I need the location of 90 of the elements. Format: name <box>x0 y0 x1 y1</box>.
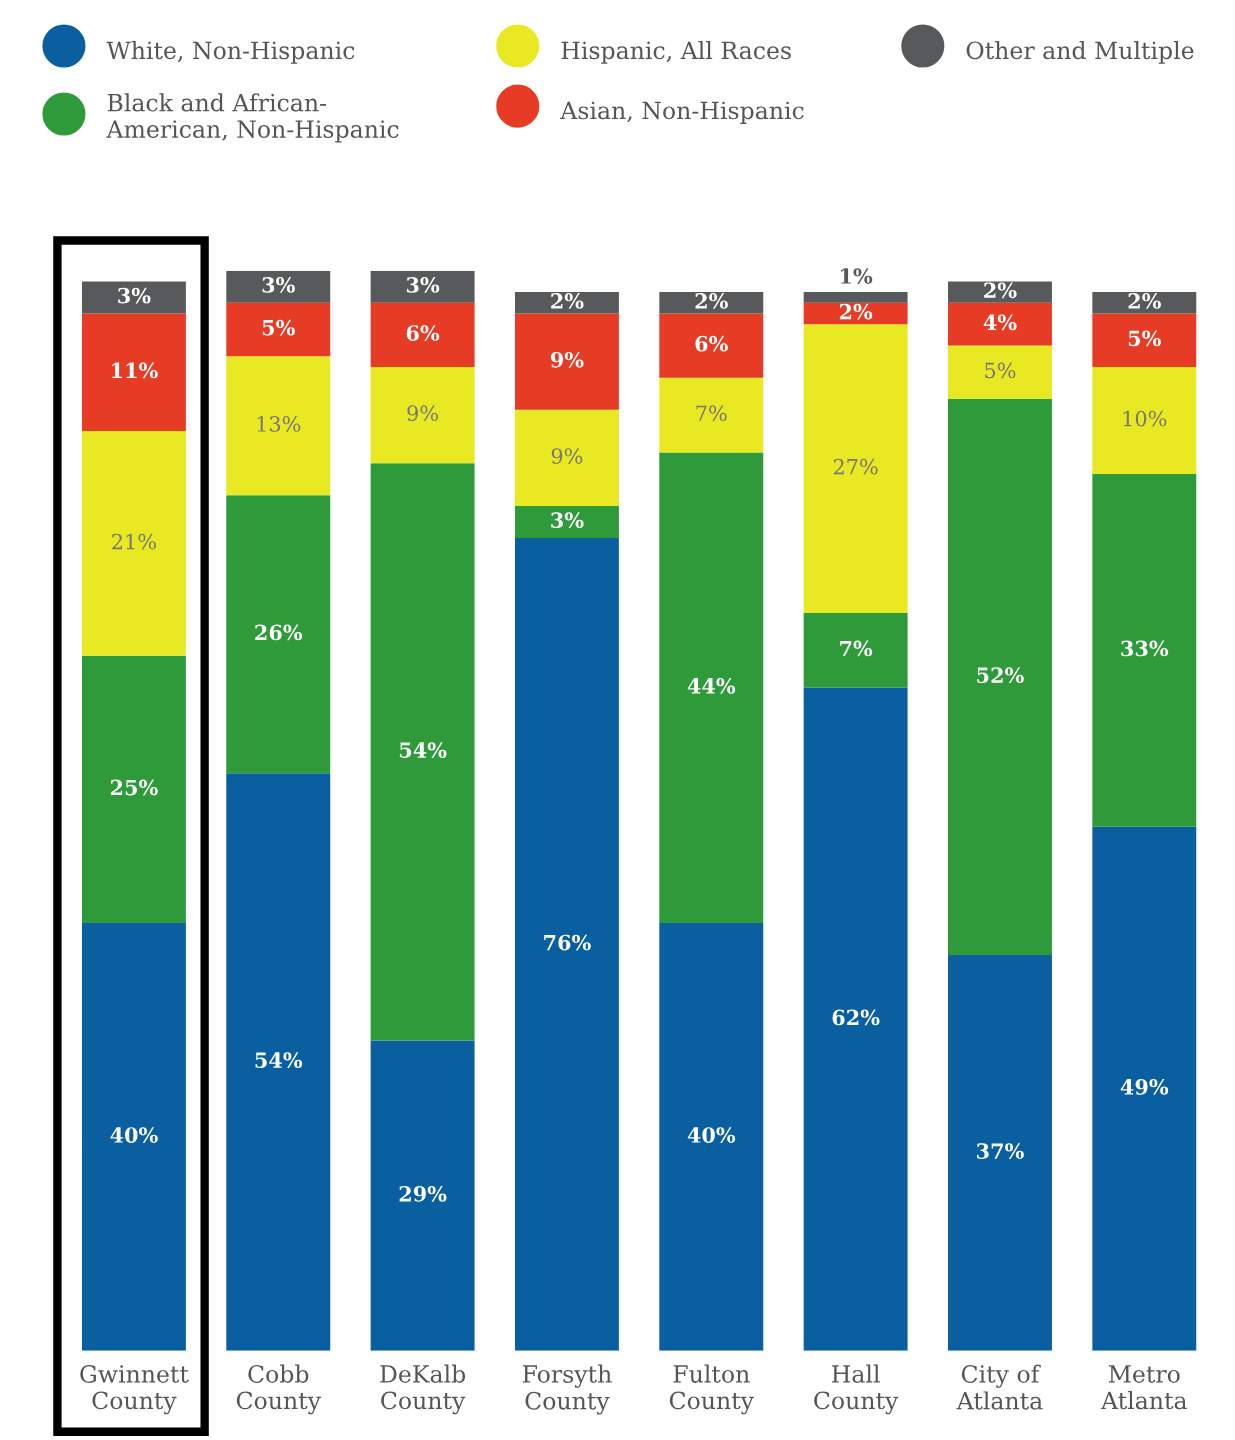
bar <box>370 463 475 1041</box>
data-label: 37% <box>977 1143 1024 1159</box>
bar <box>514 313 619 410</box>
bar <box>81 431 186 656</box>
bar <box>803 324 908 613</box>
data-label: 40% <box>110 1127 158 1143</box>
bar <box>1092 366 1197 474</box>
data-label: 5% <box>985 362 1016 379</box>
bar <box>803 292 908 303</box>
bar <box>1092 473 1197 827</box>
data-label: 6% <box>695 335 728 352</box>
x-tick-label: Gwinnett County <box>80 1365 189 1415</box>
data-label: 1% <box>841 268 873 284</box>
x-tick-label: DeKalb County <box>380 1364 466 1415</box>
x-tick-label: City of Atlanta <box>956 1364 1043 1410</box>
x-tick-label: Forsyth County <box>522 1364 612 1415</box>
data-label: 4% <box>983 314 1017 331</box>
data-label: 5% <box>1128 330 1161 347</box>
data-label: 3% <box>406 277 440 293</box>
bar <box>948 955 1052 1351</box>
data-label: 2% <box>551 293 584 309</box>
data-label: 44% <box>687 678 736 694</box>
data-label: 2% <box>839 303 873 320</box>
legend-label: Asian, Non-Hispanic <box>560 101 804 124</box>
data-label: 13% <box>257 416 301 432</box>
bar <box>514 505 619 539</box>
data-label: 7% <box>696 405 727 422</box>
bar <box>659 923 764 1351</box>
data-label: 33% <box>1121 640 1169 657</box>
bar <box>370 302 475 367</box>
data-label: 21% <box>112 533 156 550</box>
x-tick-label: Hall County <box>814 1364 899 1415</box>
data-label: 62% <box>832 1009 880 1026</box>
data-label: 3% <box>262 277 295 293</box>
data-label: 27% <box>833 458 878 475</box>
bar <box>803 612 908 688</box>
data-label: 52% <box>977 667 1024 684</box>
bar <box>659 377 764 453</box>
bar <box>659 452 764 923</box>
bar <box>948 281 1052 303</box>
bar <box>803 302 908 325</box>
bar <box>803 687 908 1351</box>
data-label: 6% <box>406 325 440 341</box>
legend-label: Hispanic, All Races <box>561 40 791 64</box>
bar <box>514 409 619 506</box>
data-label: 9% <box>407 405 438 422</box>
data-label: 10% <box>1123 410 1167 427</box>
bar <box>81 313 186 432</box>
data-label: 29% <box>399 1185 447 1202</box>
legend-label: White, Non-Hispanic <box>106 40 355 64</box>
bar <box>370 270 475 303</box>
data-label: 2% <box>984 282 1017 299</box>
data-label: 7% <box>840 640 873 657</box>
data-label: 3% <box>118 287 151 304</box>
data-label: 54% <box>399 742 447 758</box>
data-label: 76% <box>544 934 591 951</box>
bar <box>1092 313 1197 367</box>
legend-label: Other and Multiple <box>966 40 1194 64</box>
data-label: 9% <box>550 351 584 368</box>
bar <box>1092 826 1197 1351</box>
x-tick-label: Fulton County <box>669 1364 754 1415</box>
x-tick-label: Cobb County <box>236 1364 321 1415</box>
bar <box>948 399 1052 956</box>
bar <box>370 1040 475 1351</box>
data-label: 11% <box>112 362 158 379</box>
bar <box>948 302 1052 346</box>
data-label: 26% <box>255 624 303 641</box>
bar <box>81 655 186 923</box>
data-label: 5% <box>262 319 295 336</box>
data-label: 2% <box>1128 293 1161 309</box>
data-label: 2% <box>695 293 728 309</box>
bar <box>226 302 331 357</box>
data-label: 54% <box>255 1052 303 1069</box>
data-label: 49% <box>1120 1079 1169 1095</box>
bar <box>514 538 619 1351</box>
bar <box>948 345 1052 400</box>
bar <box>226 773 331 1351</box>
bar <box>226 495 331 774</box>
bar <box>659 313 764 378</box>
bar <box>226 270 331 303</box>
bar <box>226 356 331 496</box>
x-tick-label: Metro Atlanta <box>1100 1365 1187 1410</box>
bar <box>81 281 186 314</box>
legend-label: Black and African- American, Non-Hispanic <box>106 93 399 143</box>
bar <box>370 366 475 464</box>
data-label: 40% <box>687 1127 736 1143</box>
data-label: 3% <box>551 512 584 529</box>
bar <box>81 923 186 1351</box>
data-label: 9% <box>551 448 583 464</box>
data-label: 25% <box>110 779 158 796</box>
